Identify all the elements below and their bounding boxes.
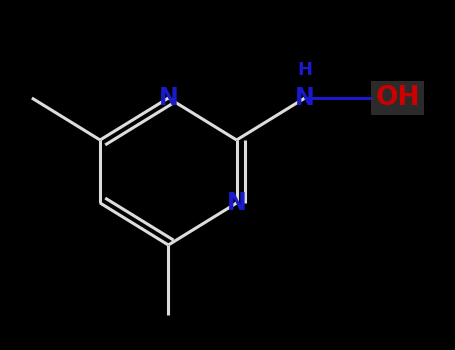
Text: N: N [295, 86, 315, 110]
Text: N: N [227, 191, 247, 215]
Text: N: N [158, 86, 178, 110]
Text: H: H [298, 61, 312, 79]
Text: OH: OH [375, 85, 420, 111]
